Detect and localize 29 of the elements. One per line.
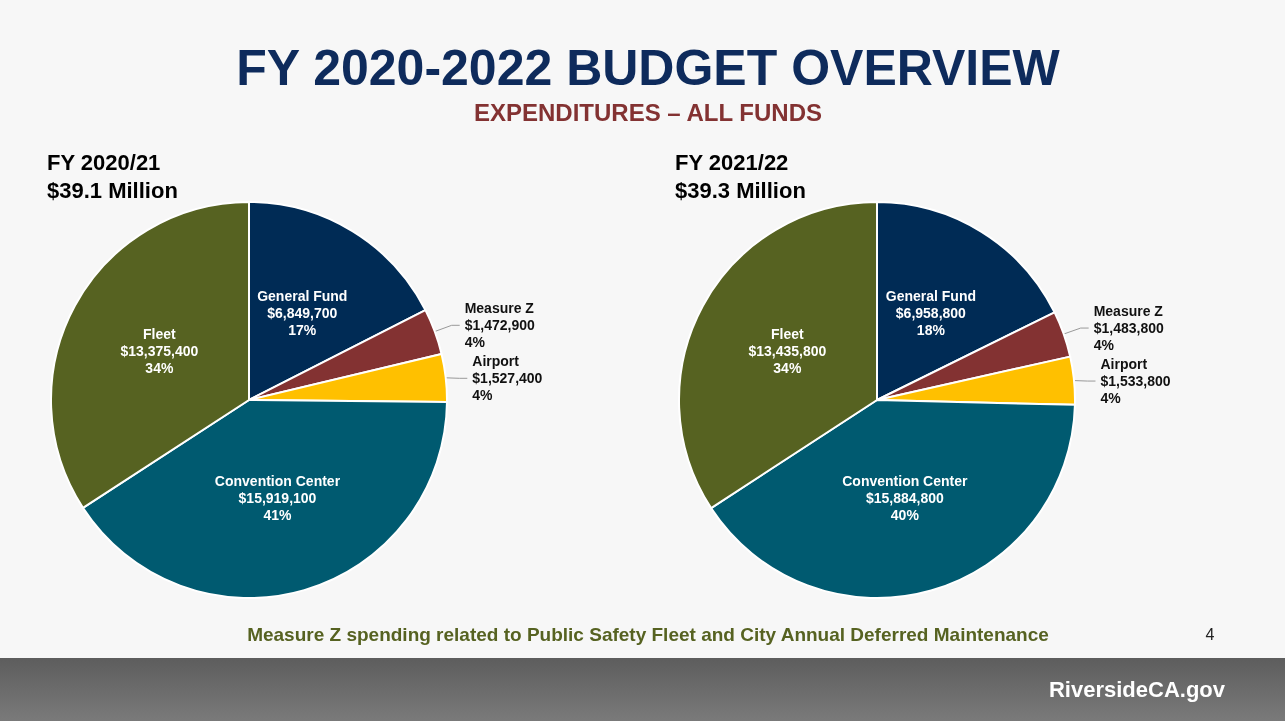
slice-label: Measure Z [464,300,535,317]
data-label: $1,527,400 4% [472,370,543,404]
data-label: $15,884,800 40% [865,490,944,524]
data-label: $6,849,700 17% [267,305,338,339]
chart-title: FY 2021/22 [675,149,789,175]
slice-label: Airport [1100,356,1148,373]
text: Measure Z spending related to Public Safety Fleet and City Annual Deferred Maintenance [247,624,1049,645]
data-label: $13,375,400 34% [120,343,199,377]
slice-label: Convention Center [214,472,341,489]
slice-label: General Fund [885,288,976,305]
chart-subtitle: $39.3 Million [675,177,806,203]
text: EXPENDITURES – ALL FUNDS [472,99,823,127]
data-label: $6,958,800 18% [895,305,967,339]
data-label: $13,435,800 34% [748,343,827,377]
data-label: $15,919,100 41% [238,489,317,523]
text: RiversideCA.gov [1048,676,1225,704]
text: FY 2020-2022 BUDGET OVERVIEW [235,39,1061,98]
chart-subtitle: $39.1 Million [47,177,178,203]
data-label: $1,533,800 4% [1100,373,1171,407]
slice-label: Fleet [143,326,177,343]
text: 4 [1204,625,1216,645]
slice-label: Fleet [770,326,804,343]
slice-label: Measure Z [1093,303,1164,320]
data-label: $1,472,900 4% [464,317,535,351]
data-label: $1,483,800 4% [1093,320,1164,354]
slice-label: General Fund [257,288,348,305]
chart-title: FY 2020/21 [47,149,161,175]
slice-label: Airport [472,353,520,370]
slice-label: Convention Center [842,473,969,490]
